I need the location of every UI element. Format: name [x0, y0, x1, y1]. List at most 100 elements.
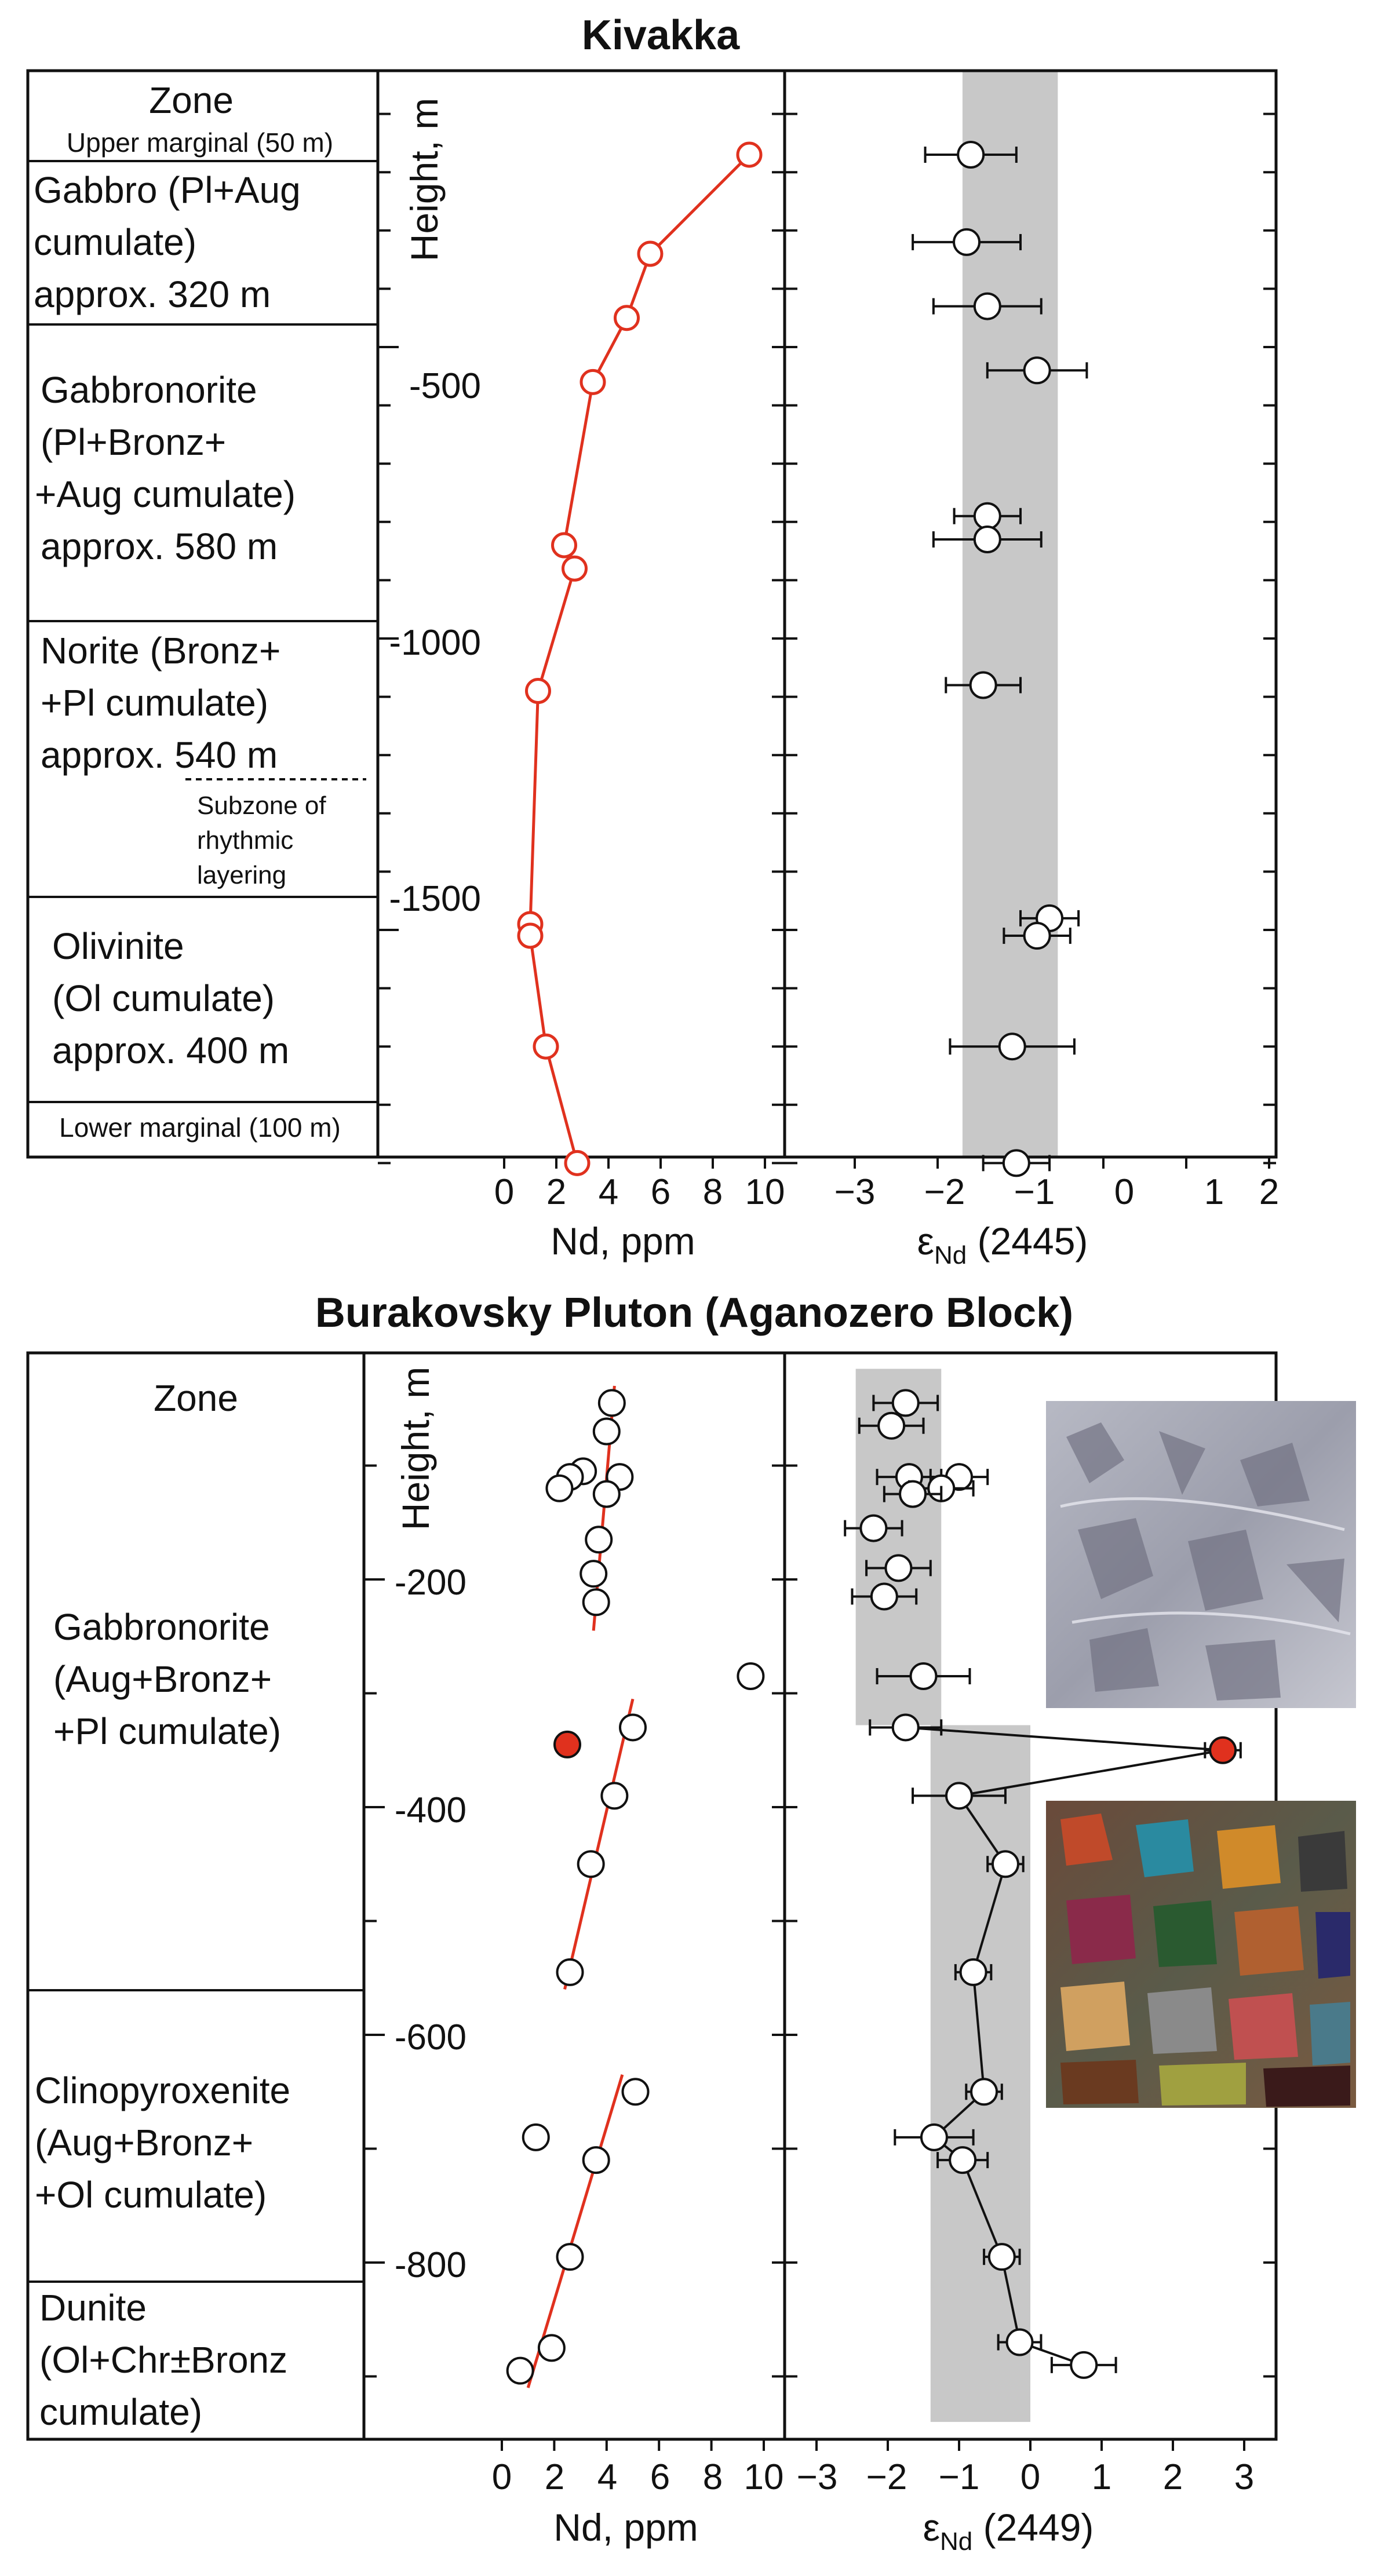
kivakka-y-tick-labels: -500 -1000 -1500: [389, 366, 481, 919]
x-tick-label: 8: [703, 1172, 723, 1212]
zone-dunite-line2: (Ol+Chr±Bronz: [39, 2339, 287, 2381]
burakovsky-nd-axis-title: Nd, ppm: [553, 2506, 698, 2549]
eps-subscript: Nd: [940, 2527, 972, 2556]
nd-data-point: [506, 2356, 534, 2385]
x-tick-label: −1: [1014, 1172, 1055, 1212]
eps-age: (2449): [972, 2506, 1094, 2549]
kivakka-eps-series: [912, 141, 1088, 1177]
x-tick-label: 1: [1092, 2457, 1111, 2497]
eps-data-point: [973, 502, 1001, 530]
burakovsky-zone-column: [26, 1351, 366, 2441]
kivakka-eps-axis-title: εNd (2445): [917, 1220, 1088, 1269]
x-tick-label: 4: [597, 2457, 617, 2497]
nd-data-point: [553, 1730, 581, 1758]
eps-band: [962, 71, 1058, 1157]
x-tick-label: 10: [745, 1172, 785, 1212]
burakovsky-nd-series: [506, 1385, 765, 2388]
x-tick-label: −3: [797, 2457, 838, 2497]
x-tick-label: −2: [866, 2457, 907, 2497]
nd-data-point: [737, 1662, 765, 1691]
burakovsky-eps-axis-title: εNd (2449): [923, 2506, 1094, 2556]
burakovsky-chart: Burakovsky Pluton (Aganozero Block) Zone…: [26, 1290, 1356, 2556]
nd-data-point: [556, 2243, 584, 2271]
nd-data-point: [517, 922, 544, 949]
kivakka-eps-band: [962, 71, 1058, 1157]
subzone-line2: rhythmic: [197, 826, 293, 855]
nd-trend-line: [563, 1698, 635, 1990]
nd-trend-line: [526, 2074, 624, 2388]
eps-band: [930, 1725, 1030, 2422]
zone-gabbronorite-line3: +Aug cumulate): [35, 473, 296, 515]
nd-data-point: [592, 1417, 621, 1446]
zone-olivinite-line2: (Ol cumulate): [52, 977, 275, 1019]
eps-data-point: [1002, 1149, 1030, 1177]
nd-data-point: [551, 532, 577, 559]
nd-data-point: [522, 2123, 550, 2151]
zone-dunite-line1: Dunite: [39, 2287, 147, 2329]
zone-norite-line1: Norite (Bronz+: [41, 630, 280, 672]
kivakka-title: Kivakka: [582, 12, 740, 59]
eps-data-point: [987, 2243, 1016, 2271]
zone-upper-marginal: Upper marginal (50 m): [67, 127, 333, 158]
kivakka-y-ticks: [378, 112, 1276, 1169]
subzone-line1: Subzone of: [197, 791, 326, 820]
eps-data-point: [957, 141, 985, 169]
nd-data-point: [582, 1588, 610, 1617]
eps-data-point: [969, 671, 997, 699]
x-tick-label: 0: [1114, 1172, 1134, 1212]
x-tick-label: 0: [494, 1172, 514, 1212]
zone-gabbro-line1: Gabbro (Pl+Aug: [34, 169, 301, 211]
zone-gabbronorite-line2: (Pl+Bronz+: [41, 421, 226, 463]
eps-symbol: ε: [917, 1220, 934, 1263]
zone-clinopyroxenite-line2: (Aug+Bronz+: [35, 2122, 253, 2163]
x-tick-label: 2: [546, 1172, 566, 1212]
zone-norite-line2: +Pl cumulate): [41, 682, 268, 724]
x-tick-label: 6: [650, 2457, 670, 2497]
y-tick-label: -800: [395, 2245, 466, 2285]
eps-data-point: [973, 525, 1001, 553]
eps-data-point: [899, 1480, 927, 1508]
x-tick-label: 0: [1020, 2457, 1040, 2497]
nd-data-point: [621, 2078, 650, 2106]
x-tick-label: 2: [1163, 2457, 1183, 2497]
eps-data-point: [945, 1782, 973, 1810]
nd-data-point: [637, 240, 664, 267]
eps-data-point: [1023, 922, 1051, 950]
zone-gabbronorite-line3: +Pl cumulate): [53, 1710, 281, 1752]
x-tick-label: 0: [492, 2457, 512, 2497]
nd-data-point: [592, 1480, 621, 1508]
eps-data-point: [1070, 2351, 1098, 2379]
eps-data-point: [1209, 1736, 1237, 1764]
zone-header: Zone: [154, 1377, 238, 1419]
eps-data-point: [920, 2123, 948, 2151]
zone-gabbronorite-line1: Gabbronorite: [53, 1606, 270, 1648]
eps-data-point: [877, 1411, 906, 1440]
y-tick-label: -400: [395, 1790, 466, 1830]
burakovsky-y-tick-labels: -200 -400 -600 -800: [395, 1563, 466, 2285]
nd-data-point: [579, 368, 606, 395]
eps-age: (2445): [967, 1220, 1088, 1263]
eps-data-point: [859, 1514, 888, 1542]
y-tick-label: -1000: [389, 623, 481, 663]
burakovsky-title: Burakovsky Pluton (Aganozero Block): [315, 1290, 1073, 1336]
eps-data-point: [1023, 356, 1051, 385]
zone-gabbronorite-line1: Gabbronorite: [41, 369, 257, 411]
subzone-line3: layering: [197, 861, 286, 889]
burakovsky-eps-series: [844, 1389, 1242, 2379]
nd-data-point: [619, 1713, 647, 1742]
y-tick-label: -600: [395, 2017, 466, 2057]
kivakka-eps-panel: [783, 69, 1278, 1159]
x-tick-label: 10: [744, 2457, 784, 2497]
x-tick-label: −3: [834, 1172, 876, 1212]
nd-data-point: [562, 555, 588, 582]
y-tick-label: -500: [409, 366, 481, 406]
kivakka-nd-axis-title: Nd, ppm: [551, 1220, 695, 1263]
eps-data-point: [991, 1850, 1019, 1878]
eps-data-point: [891, 1389, 920, 1417]
nd-data-point: [525, 678, 551, 705]
eps-data-point: [959, 1958, 987, 1986]
eps-data-point: [973, 292, 1001, 320]
nd-data-point: [736, 141, 763, 168]
nd-trend-line: [529, 154, 750, 1164]
